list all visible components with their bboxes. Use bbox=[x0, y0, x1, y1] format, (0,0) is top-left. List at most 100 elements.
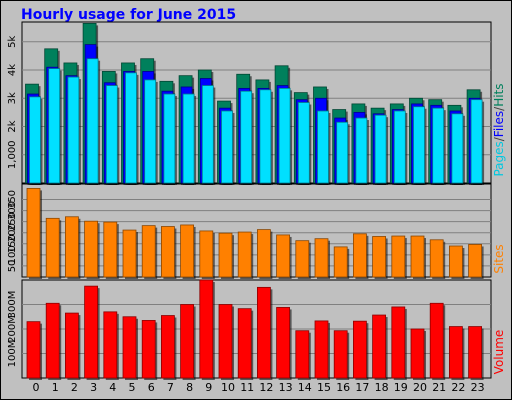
bar-body bbox=[237, 231, 252, 278]
x-tick-label: 5 bbox=[129, 381, 136, 394]
bar-body bbox=[372, 314, 387, 379]
volume-bar bbox=[391, 306, 407, 380]
pages-bar bbox=[297, 102, 312, 185]
side-label-part: Volume bbox=[492, 330, 506, 375]
sites-bar bbox=[160, 226, 177, 279]
bar-body bbox=[240, 90, 253, 184]
volume-bar bbox=[199, 279, 215, 380]
x-tick-label: 15 bbox=[317, 381, 331, 394]
sites-bar bbox=[333, 246, 350, 279]
side-label-volume: Volume bbox=[492, 330, 506, 375]
bar-body bbox=[103, 311, 118, 379]
pages-bar bbox=[317, 110, 331, 185]
bar-body bbox=[333, 330, 348, 379]
bar-body bbox=[256, 286, 271, 379]
sites-bar bbox=[256, 229, 273, 279]
bar-body bbox=[410, 328, 425, 379]
bar-body bbox=[333, 246, 348, 278]
volume-bar bbox=[448, 326, 465, 380]
pages-bar bbox=[29, 96, 43, 185]
bar-body bbox=[105, 85, 118, 184]
bar-body bbox=[391, 306, 406, 379]
bar-body bbox=[67, 76, 80, 184]
x-tick-label: 6 bbox=[148, 381, 155, 394]
bar-body bbox=[468, 326, 483, 379]
pages-bar bbox=[144, 79, 158, 185]
side-label-part: Sites bbox=[492, 244, 506, 273]
bar-body bbox=[141, 320, 156, 379]
pages-bar bbox=[470, 99, 485, 185]
sites-bar bbox=[352, 233, 369, 279]
side-label-part: Pages bbox=[492, 141, 506, 176]
bar-body bbox=[125, 72, 137, 184]
x-tick-label: 3 bbox=[90, 381, 97, 394]
x-tick-label: 17 bbox=[355, 381, 369, 394]
bar-body bbox=[84, 285, 98, 379]
pages-bar bbox=[240, 90, 254, 185]
y-tick-label: 5k bbox=[7, 35, 18, 47]
volume-bar bbox=[65, 312, 81, 380]
pages-bar bbox=[374, 114, 389, 185]
bar-body bbox=[259, 89, 272, 184]
side-label-part: / bbox=[492, 136, 506, 141]
y-tick-label: 300 bbox=[7, 201, 18, 220]
pages-bar bbox=[221, 110, 235, 185]
y-tick-label: 1,000 bbox=[7, 140, 18, 169]
volume-bar bbox=[103, 311, 119, 380]
bar-body bbox=[276, 234, 291, 278]
pages-bar bbox=[86, 58, 101, 185]
volume-bar bbox=[352, 320, 369, 380]
bar-body bbox=[314, 320, 329, 379]
x-tick-label: 1 bbox=[52, 381, 59, 394]
volume-bar bbox=[160, 315, 177, 380]
sites-bar bbox=[295, 240, 311, 279]
sites-bar bbox=[391, 235, 407, 279]
volume-bar bbox=[26, 321, 42, 380]
sites-bar bbox=[276, 234, 292, 279]
bar-body bbox=[448, 245, 463, 278]
bar-body bbox=[448, 326, 463, 379]
bar-body bbox=[141, 225, 156, 278]
volume-bar bbox=[372, 314, 388, 380]
sites-bar bbox=[218, 232, 234, 279]
bar-body bbox=[86, 58, 99, 184]
bar-body bbox=[429, 239, 444, 278]
sites-bar bbox=[199, 230, 215, 279]
bar-body bbox=[470, 99, 483, 184]
bar-body bbox=[221, 110, 233, 184]
sites-bar bbox=[448, 245, 465, 279]
volume-bar bbox=[237, 308, 254, 380]
y-tick-label: 200 bbox=[7, 223, 18, 242]
y-tick-label: 3k bbox=[7, 92, 18, 104]
y-tick-label: 350 bbox=[7, 190, 18, 209]
x-tick-label: 0 bbox=[33, 381, 40, 394]
bar-body bbox=[180, 224, 195, 278]
x-tick-label: 9 bbox=[205, 381, 212, 394]
bar-body bbox=[218, 304, 233, 379]
bar-body bbox=[468, 244, 483, 278]
bar-body bbox=[29, 96, 41, 184]
bar-body bbox=[451, 113, 464, 184]
bar-body bbox=[372, 236, 387, 278]
pages-bar bbox=[432, 107, 446, 185]
sites-bar bbox=[84, 220, 100, 279]
volume-bar bbox=[84, 285, 100, 380]
bar-body bbox=[355, 117, 368, 184]
bar-body bbox=[180, 304, 195, 379]
bar-body bbox=[276, 307, 291, 379]
sites-bar bbox=[26, 188, 42, 279]
y-tick-label: 100M bbox=[7, 340, 18, 368]
pages-bar bbox=[201, 85, 216, 185]
pages-bar bbox=[105, 85, 120, 185]
sites-bar bbox=[180, 224, 196, 279]
pages-bar bbox=[413, 106, 427, 185]
bar-body bbox=[295, 240, 310, 278]
y-tick-label: 2k bbox=[7, 120, 18, 132]
bar-body bbox=[45, 217, 60, 278]
y-tick-label: 150 bbox=[7, 234, 18, 253]
sites-bar bbox=[237, 231, 254, 279]
sites-bar bbox=[429, 239, 446, 279]
pages-bar bbox=[355, 117, 369, 185]
pages-bar bbox=[393, 110, 408, 185]
